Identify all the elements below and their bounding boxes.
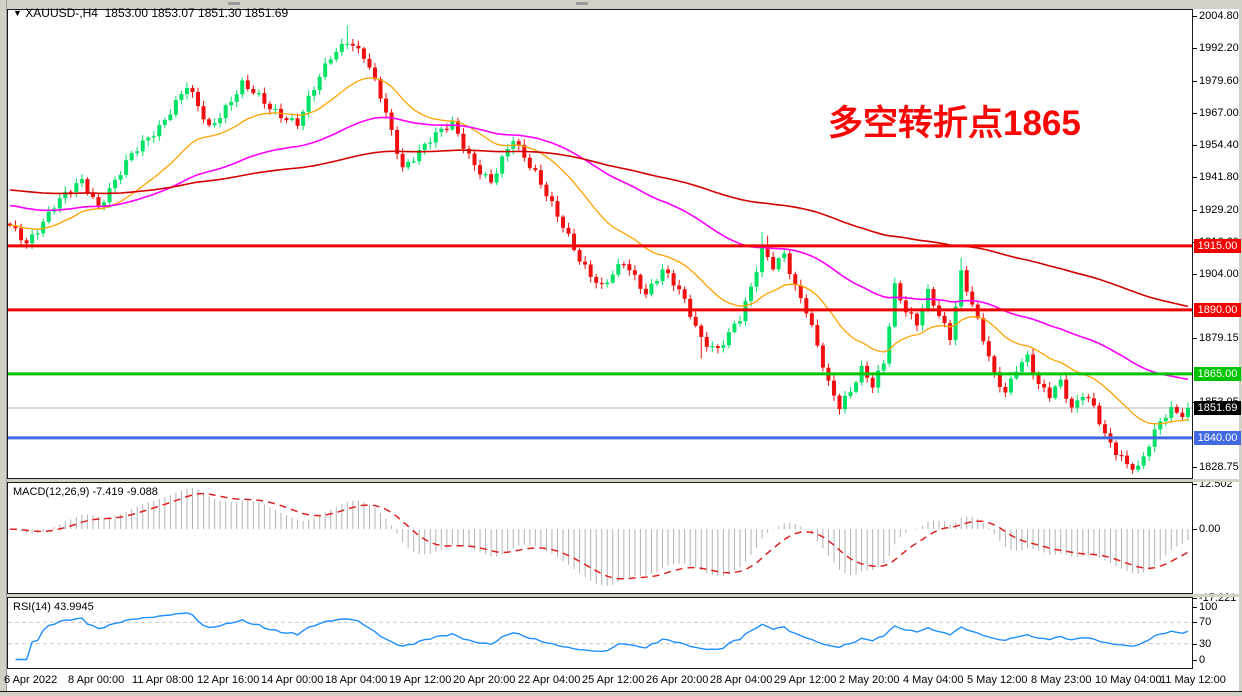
- time-axis-label: 11 Apr 08:00: [132, 674, 194, 686]
- time-axis-label: 2 May 20:00: [839, 674, 900, 686]
- chart-title: ▼ XAUUSD-,H4 1853.00 1853.07 1851.30 185…: [13, 6, 288, 20]
- price-axis-label: 1992.20: [1199, 42, 1239, 54]
- macd-axis-label: 0.00: [1199, 523, 1221, 535]
- rsi-axis-label: 70: [1199, 616, 1212, 628]
- macd-axis-tick: [1193, 598, 1197, 599]
- time-axis-label: 22 Apr 04:00: [518, 674, 581, 686]
- window-top-edge: [0, 0, 1242, 9]
- price-axis-label: 1954.40: [1199, 139, 1239, 151]
- price-level-box: 1865.00: [1194, 367, 1241, 381]
- symbol-period-label: XAUUSD-,H4: [25, 6, 98, 20]
- time-axis-label: 29 Apr 12:00: [774, 674, 837, 686]
- rsi-axis-tick: [1193, 607, 1197, 608]
- price-axis-tick: [1193, 338, 1197, 339]
- price-axis-tick: [1193, 81, 1197, 82]
- time-axis-label: 6 Apr 2022: [4, 674, 58, 686]
- macd-canvas[interactable]: [7, 482, 1193, 594]
- main-chart-panel[interactable]: [7, 9, 1193, 479]
- price-axis-tick: [1193, 16, 1197, 17]
- time-axis-label: 12 Apr 16:00: [197, 674, 260, 686]
- chart-text-annotation: 多空转折点1865: [828, 104, 1081, 143]
- window-left-edge: [0, 0, 7, 696]
- rsi-header: RSI(14) 43.9945: [13, 601, 94, 613]
- price-axis-label: 1904.00: [1199, 268, 1239, 280]
- window-bottom-edge: [0, 691, 1242, 696]
- rsi-axis-label: 0: [1199, 654, 1206, 666]
- main-chart-canvas[interactable]: [7, 9, 1193, 479]
- price-axis-label: 1979.60: [1199, 75, 1239, 87]
- splitter-notch[interactable]: [228, 2, 240, 5]
- splitter-notch[interactable]: [576, 2, 588, 5]
- rsi-axis-tick: [1193, 660, 1197, 661]
- panel-splitter[interactable]: [7, 479, 1239, 482]
- price-axis-label: 1967.00: [1199, 107, 1239, 119]
- time-axis-label: 8 Apr 00:00: [68, 674, 125, 686]
- time-axis-label: 20 Apr 20:00: [453, 674, 516, 686]
- ohlc-values: 1853.00 1853.07 1851.30 1851.69: [104, 6, 289, 20]
- price-axis-label: 1941.80: [1199, 171, 1239, 183]
- price-axis-label: 1879.15: [1199, 332, 1239, 344]
- time-axis-label: 8 May 23:00: [1031, 674, 1092, 686]
- macd-header: MACD(12,26,9) -7.419 -9.088: [13, 486, 158, 498]
- price-axis-tick: [1193, 48, 1197, 49]
- price-axis-tick: [1193, 113, 1197, 114]
- price-axis-tick: [1193, 467, 1197, 468]
- price-axis-area: [1193, 9, 1239, 669]
- time-axis-label: 18 Apr 04:00: [325, 674, 388, 686]
- time-axis-label: 10 May 04:00: [1095, 674, 1162, 686]
- rsi-axis-label: 30: [1199, 638, 1212, 650]
- time-axis-label: 19 Apr 12:00: [389, 674, 452, 686]
- time-axis-label: 26 Apr 20:00: [646, 674, 709, 686]
- rsi-panel[interactable]: [7, 597, 1193, 669]
- rsi-axis-tick: [1193, 644, 1197, 645]
- rsi-canvas[interactable]: [7, 597, 1193, 669]
- rsi-axis-tick: [1193, 622, 1197, 623]
- time-axis-label: 5 May 12:00: [967, 674, 1028, 686]
- price-axis-label: 1828.75: [1199, 461, 1239, 473]
- rsi-axis-label: 100: [1199, 601, 1218, 613]
- chevron-down-icon[interactable]: ▼: [13, 8, 22, 18]
- time-axis-label: 11 May 12:00: [1160, 674, 1226, 686]
- price-axis-tick: [1193, 274, 1197, 275]
- panel-splitter[interactable]: [7, 594, 1239, 597]
- price-level-box: 1890.00: [1194, 303, 1241, 317]
- time-axis-label: 28 Apr 04:00: [710, 674, 773, 686]
- macd-axis-tick: [1193, 529, 1197, 530]
- price-level-box: 1915.00: [1194, 239, 1241, 253]
- price-axis-label: 2004.80: [1199, 10, 1239, 22]
- window-right-edge: [1239, 0, 1242, 696]
- time-axis-label: 14 Apr 00:00: [261, 674, 324, 686]
- macd-panel[interactable]: [7, 482, 1193, 594]
- time-axis-area: [7, 669, 1239, 691]
- time-axis-label: 25 Apr 12:00: [582, 674, 645, 686]
- time-axis-label: 4 May 04:00: [903, 674, 964, 686]
- price-level-box: 1851.69: [1194, 401, 1241, 415]
- macd-axis-tick: [1193, 484, 1197, 485]
- price-axis-tick: [1193, 210, 1197, 211]
- price-level-box: 1840.00: [1194, 431, 1241, 445]
- price-axis-tick: [1193, 177, 1197, 178]
- price-axis-tick: [1193, 145, 1197, 146]
- price-axis-label: 1929.20: [1199, 204, 1239, 216]
